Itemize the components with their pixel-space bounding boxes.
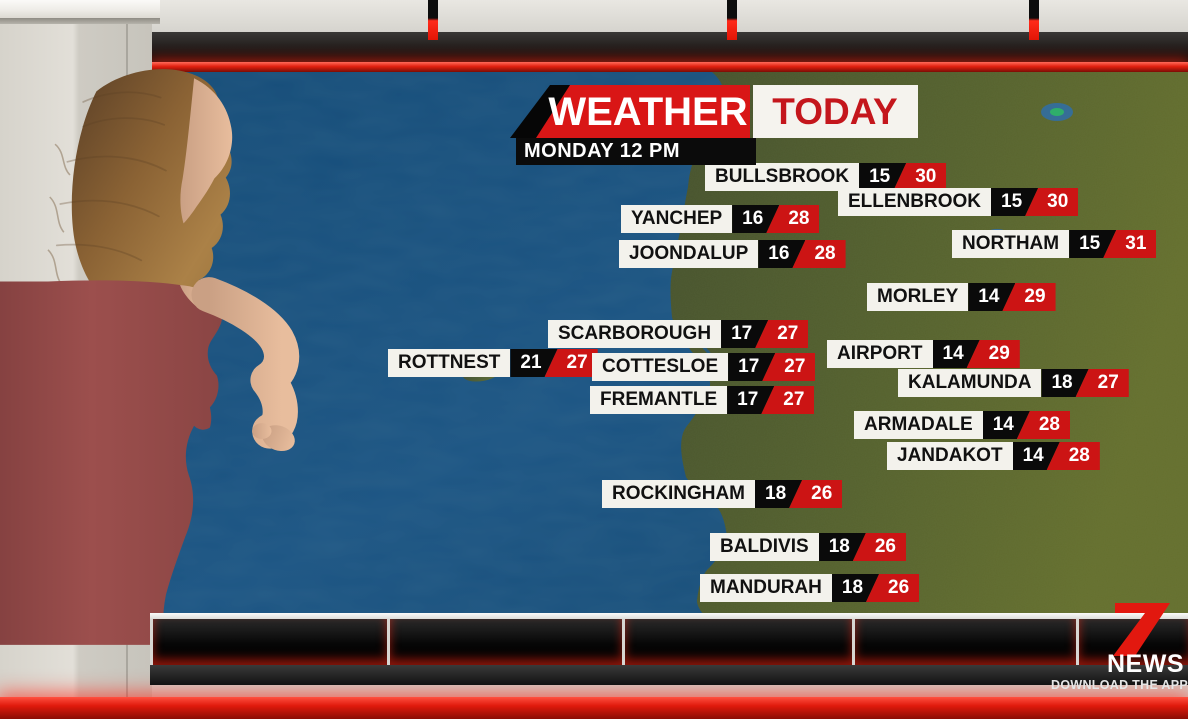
svg-text:TODAY: TODAY — [772, 91, 898, 132]
svg-text:WEATHER: WEATHER — [548, 90, 747, 134]
